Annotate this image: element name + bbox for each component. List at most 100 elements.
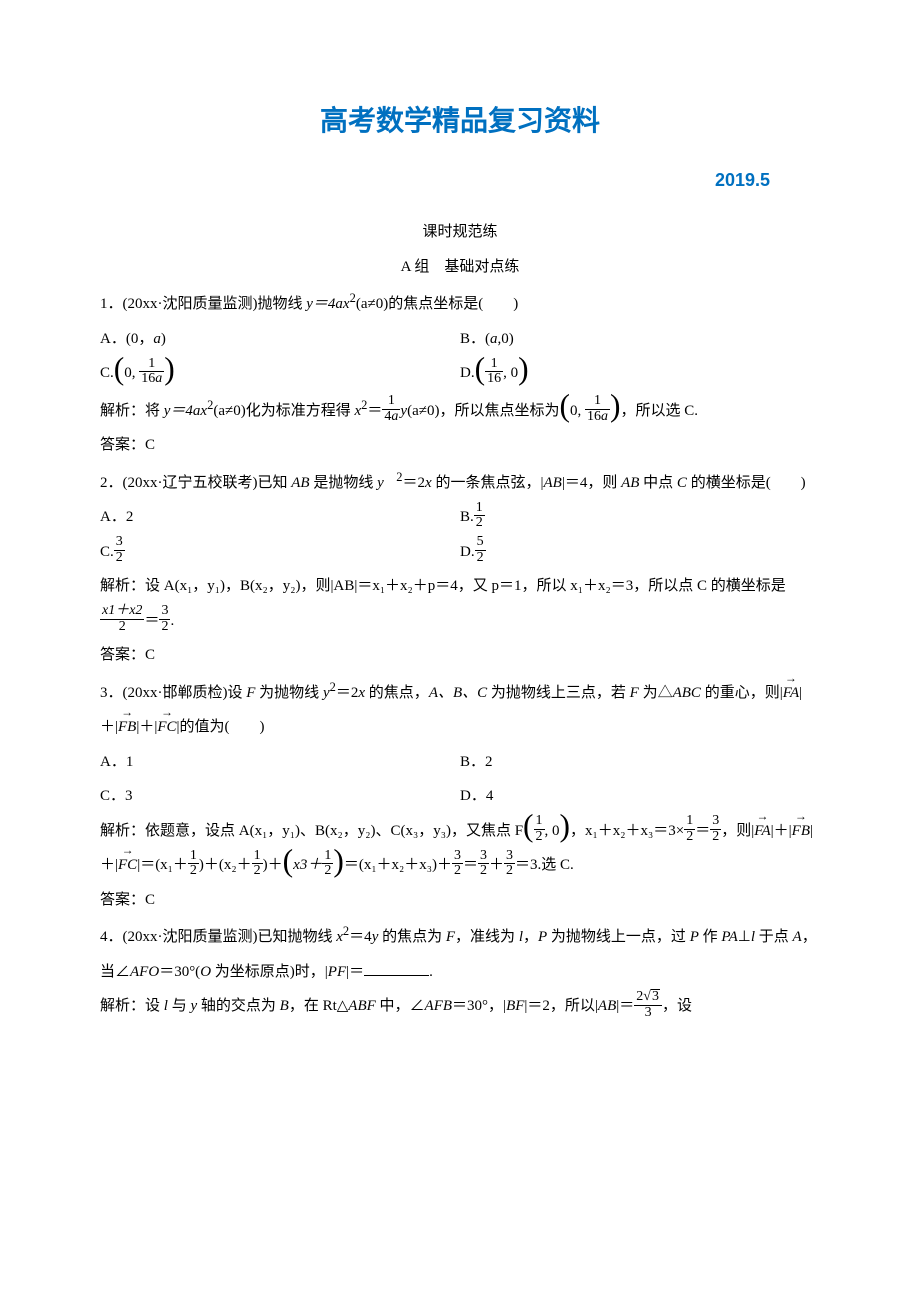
q2-x: x <box>425 475 432 491</box>
q4-f: F <box>446 929 455 945</box>
q4-sol-mid2: 轴的交点为 <box>197 998 280 1014</box>
q4-solution: 解析：设 l 与 y 轴的交点为 B，在 Rt△ABF 中，∠AFB＝30°，|… <box>100 989 820 1024</box>
q1-a-post: ) <box>161 331 166 347</box>
q4-stem: 4．(20xx·沈阳质量监测)已知抛物线 x2＝4y 的焦点为 F，准线为 l，… <box>100 917 820 989</box>
q3-stem: 3．(20xx·邯郸质检)设 F 为抛物线 y2＝2x 的焦点，A、B、C 为抛… <box>100 673 820 745</box>
q2-ab: AB <box>291 475 309 491</box>
q3-sp2: )＋ <box>263 857 283 873</box>
q3-post: |的值为( ) <box>177 719 265 735</box>
q3-f-frac: 12 <box>534 814 545 844</box>
q1-b-pre: B．( <box>460 331 490 347</box>
group-label: A 组 基础对点练 <box>100 250 820 285</box>
q3-splus1: |＋| <box>771 823 792 839</box>
q2-c-frac: 32 <box>114 535 125 565</box>
q1-opt-b: B．(a,0) <box>460 322 820 357</box>
q4-mid1: 的焦点为 <box>378 929 446 945</box>
q3-seq: ＝ <box>463 857 478 873</box>
q4-safb: AFB <box>425 998 453 1014</box>
q3-eq: ＝2 <box>336 685 359 701</box>
q2-sup: 2 <box>384 470 403 484</box>
q4-mid3: ， <box>523 929 538 945</box>
q4-x: x <box>336 929 343 945</box>
q1-d-label: D. <box>460 365 475 381</box>
q1-stem-post: (a≠0)的焦点坐标是( ) <box>356 296 518 312</box>
frac-num: 1 <box>139 357 164 373</box>
q1-stem: 1．(20xx·沈阳质量监测)抛物线 y＝4ax2(a≠0)的焦点坐标是( ) <box>100 284 820 322</box>
q1-d-post: , 0 <box>503 365 518 381</box>
q1-a-pre: A．(0， <box>100 331 153 347</box>
q2-ab3: AB <box>621 475 639 491</box>
frac-num: 1 <box>474 501 485 517</box>
q4-p2: P <box>690 929 699 945</box>
blank-field <box>364 961 429 976</box>
vec-fc: FC <box>157 710 176 745</box>
frac-den: 3 <box>634 1006 662 1021</box>
q2-options: A．2 B.12 C.32 D.52 <box>100 500 820 569</box>
q3-mid5: 的重心，则| <box>701 685 783 701</box>
sol-pre: 解析：将 <box>100 403 164 419</box>
frac-den: 2 <box>474 516 485 531</box>
frac-den: 16a <box>139 372 164 387</box>
sol-eq1: y＝4ax <box>164 403 207 419</box>
q3-t-frac: 12 <box>684 814 695 844</box>
q3-plus2: |＋| <box>136 719 157 735</box>
frac-num: 3 <box>504 849 515 865</box>
q4-dot: . <box>429 964 433 980</box>
q3-mid2: 的焦点， <box>365 685 429 701</box>
frac-den: 16a <box>585 410 610 425</box>
q4-mid5: 作 <box>699 929 722 945</box>
frac-den: 2 <box>684 830 695 845</box>
q3-sol-pre: 解析：依题意，设点 A(x₁，y₁)、B(x₂，y₂)、C(x₃，y₃)，又焦点… <box>100 823 523 839</box>
q4-pre: 4．(20xx·沈阳质量监测)已知抛物线 <box>100 929 336 945</box>
q1-answer: 答案：C <box>100 428 820 463</box>
q1-stem-pre: 1．(20xx·沈阳质量监测)抛物线 <box>100 296 306 312</box>
q2-sol-frac: x1＋x22 <box>100 604 144 634</box>
q4-sol-mid3: ，在 Rt△ <box>289 998 348 1014</box>
q3-options: A．1 B．2 C．3 D．4 <box>100 745 820 814</box>
frac-num: 1 <box>382 394 400 410</box>
q2-stem: 2．(20xx·辽宁五校联考)已知 AB 是抛物线 y 2＝2x 的一条焦点弦，… <box>100 463 820 501</box>
vec-fc: FC <box>118 848 137 883</box>
q4-o: O <box>200 964 211 980</box>
q3-h2-frac: 12 <box>252 849 263 879</box>
frac-num: 3 <box>478 849 489 865</box>
q2-opt-c: C.32 <box>100 535 460 570</box>
frac-num: 1 <box>684 814 695 830</box>
frac-num: 3 <box>114 535 125 551</box>
q4-p: P <box>538 929 547 945</box>
q3-answer: 答案：C <box>100 883 820 918</box>
q4-sol-mid7: |＝ <box>616 998 634 1014</box>
frac-num: 3 <box>452 849 463 865</box>
q2-c: C <box>677 475 687 491</box>
q3-spost: ＝3.选 C. <box>515 857 574 873</box>
q3-h3-frac: 12 <box>322 849 333 879</box>
sol-post1: (a≠0)，所以焦点坐标为 <box>407 403 559 419</box>
frac-num: 1 <box>252 849 263 865</box>
frac-num: 1 <box>188 849 199 865</box>
q4-sol-mid6: |＝2，所以| <box>524 998 598 1014</box>
frac-den: 2 <box>475 551 486 566</box>
q4-mid9: 为坐标原点)时，| <box>211 964 328 980</box>
q2-opt-d: D.52 <box>460 535 820 570</box>
q3-sol-mid2: ，则| <box>721 823 754 839</box>
q4-sabf: ABF <box>348 998 376 1014</box>
den-pre: 16 <box>141 371 155 386</box>
sol-frac2: 116a <box>585 394 610 424</box>
q2-d-label: D. <box>460 544 475 560</box>
frac-den: 2 <box>504 864 515 879</box>
q2-mid: 是抛物线 <box>310 475 378 491</box>
q1-d-frac: 116 <box>485 357 503 387</box>
frac-den: 4a <box>382 410 400 425</box>
q1-b-post: ,0) <box>498 331 514 347</box>
q4-sqrt-frac: 233 <box>634 989 662 1020</box>
vec-fb: FB <box>118 710 136 745</box>
q2-y: y <box>377 475 384 491</box>
q3-mid4: 为△ <box>639 685 673 701</box>
sqrt-rad: 3 <box>651 989 660 1005</box>
q3-mid1: 为抛物线 <box>255 685 323 701</box>
q1-opt-c: C.(0, 116a) <box>100 356 460 391</box>
q3-t2-frac: 32 <box>710 814 721 844</box>
q4-sbf: BF <box>506 998 524 1014</box>
q2-sol: 解析：设 A(x₁，y₁)，B(x₂，y₂)，则|AB|＝x₁＋x₂＋p＝4，又… <box>100 578 786 594</box>
q2-ab2: AB <box>543 475 561 491</box>
